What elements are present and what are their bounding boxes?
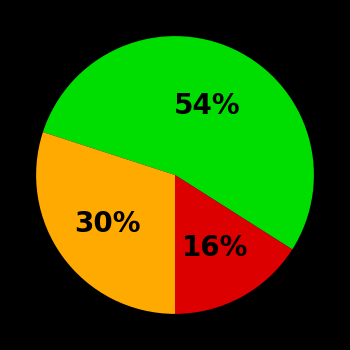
Text: 54%: 54% [174, 92, 241, 120]
Wedge shape [36, 132, 175, 314]
Wedge shape [175, 175, 292, 314]
Text: 16%: 16% [182, 234, 248, 262]
Text: 30%: 30% [74, 210, 141, 238]
Wedge shape [43, 36, 314, 250]
